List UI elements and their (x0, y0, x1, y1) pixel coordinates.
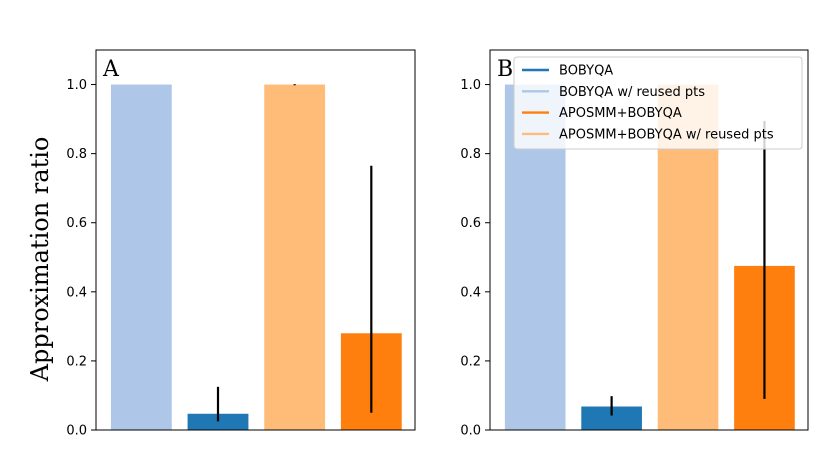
legend: BOBYQA BOBYQA w/ reused pts APOSMM+BOBYQA A… (513, 56, 803, 150)
y-axis-label: Approximation ratio (26, 137, 54, 383)
bar-2 (187, 413, 249, 430)
y-tick-label: 0.8 (66, 147, 87, 162)
legend-label-4: APOSMM+BOBYQA w/ reused pts (559, 127, 774, 142)
legend-box (513, 56, 803, 150)
panel-label: A (102, 57, 120, 82)
y-tick-label: 0.0 (460, 424, 481, 439)
legend-label-3: APOSMM+BOBYQA (559, 106, 682, 121)
y-tick-label: 0.4 (460, 285, 481, 300)
y-tick-label: 0.0 (66, 424, 87, 439)
axes-frame (489, 49, 809, 431)
bar-2 (581, 406, 642, 430)
panel-label: B (497, 57, 513, 82)
panel-a: 0.0 0.2 0.4 0.6 0.8 1.0 A (66, 49, 416, 439)
y-tick-label: 0.4 (66, 285, 87, 300)
bar-1 (110, 84, 172, 430)
y-tick-label: 0.6 (460, 216, 481, 231)
legend-label-1: BOBYQA (559, 64, 613, 79)
y-tick-label: 0.2 (66, 354, 87, 369)
legend-label-2: BOBYQA w/ reused pts (559, 85, 705, 100)
axes-frame (95, 49, 416, 431)
bar-3 (264, 84, 326, 430)
y-tick-label: 0.2 (460, 354, 481, 369)
y-tick-label: 0.8 (460, 147, 481, 162)
y-tick-label: 0.6 (66, 216, 87, 231)
y-tick-label: 1.0 (460, 78, 481, 93)
y-tick-label: 1.0 (66, 78, 87, 93)
